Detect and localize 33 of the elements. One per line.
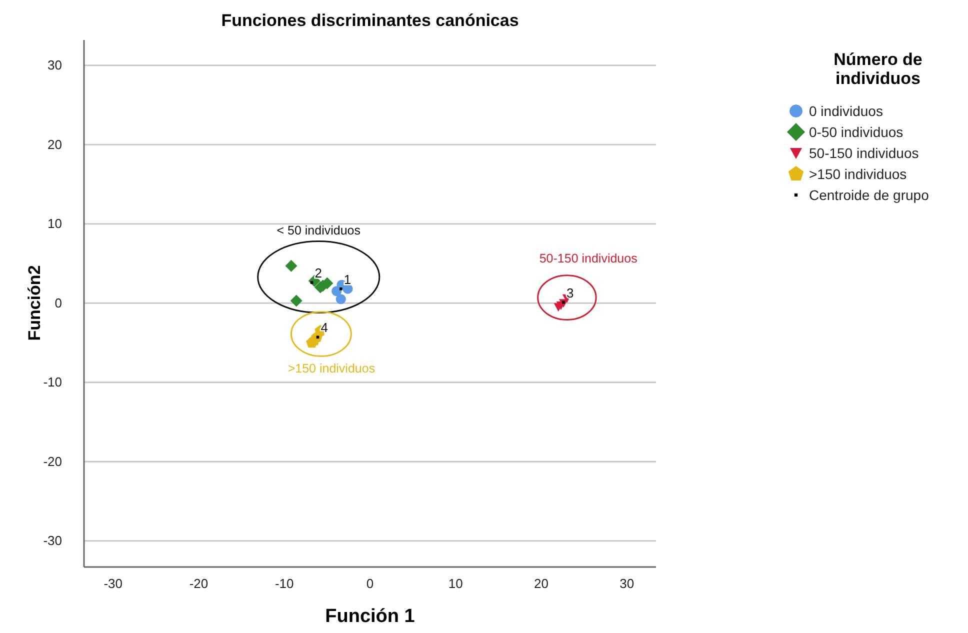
y-tick-label: -10 bbox=[43, 374, 62, 390]
chart-title: Funciones discriminantes canónicas bbox=[221, 11, 519, 30]
x-tick-label: -10 bbox=[274, 576, 294, 592]
x-tick-label: -30 bbox=[104, 576, 123, 592]
x-tick-label: 0 bbox=[366, 576, 374, 592]
legend-label: 50-150 individuos bbox=[809, 145, 919, 161]
annotation: 1 bbox=[344, 272, 352, 287]
x-tick-label: -20 bbox=[189, 576, 208, 592]
legend-label: 0-50 individuos bbox=[809, 124, 904, 140]
point bbox=[336, 294, 346, 304]
annotation: >150 individuos bbox=[288, 361, 376, 376]
y-tick-label: 30 bbox=[48, 58, 62, 73]
legend-title: Número de individuos bbox=[834, 50, 922, 88]
y-tick-label: 10 bbox=[48, 216, 62, 232]
annotation: < 50 individuos bbox=[276, 224, 360, 238]
point bbox=[290, 294, 302, 307]
legend-label: Centroide de grupo bbox=[809, 187, 930, 203]
legend-label: 0 individuos bbox=[809, 103, 883, 119]
x-tick-label: 10 bbox=[448, 576, 463, 592]
y-tick-label: 20 bbox=[48, 136, 62, 152]
point bbox=[285, 260, 298, 272]
annotation: 2 bbox=[314, 266, 322, 280]
annotation: 50-150 individuos bbox=[539, 251, 638, 266]
x-tick-label: 30 bbox=[620, 576, 634, 592]
y-axis-title: Función2 bbox=[25, 265, 44, 341]
point bbox=[310, 281, 314, 284]
point bbox=[339, 287, 342, 290]
legend-label: >150 individuos bbox=[809, 166, 907, 182]
x-axis-title: Función 1 bbox=[325, 606, 416, 627]
x-tick-label: 20 bbox=[534, 576, 548, 592]
y-tick-label: -30 bbox=[43, 533, 62, 548]
y-tick-label: 0 bbox=[54, 295, 62, 310]
y-tick-label: -20 bbox=[43, 454, 62, 469]
